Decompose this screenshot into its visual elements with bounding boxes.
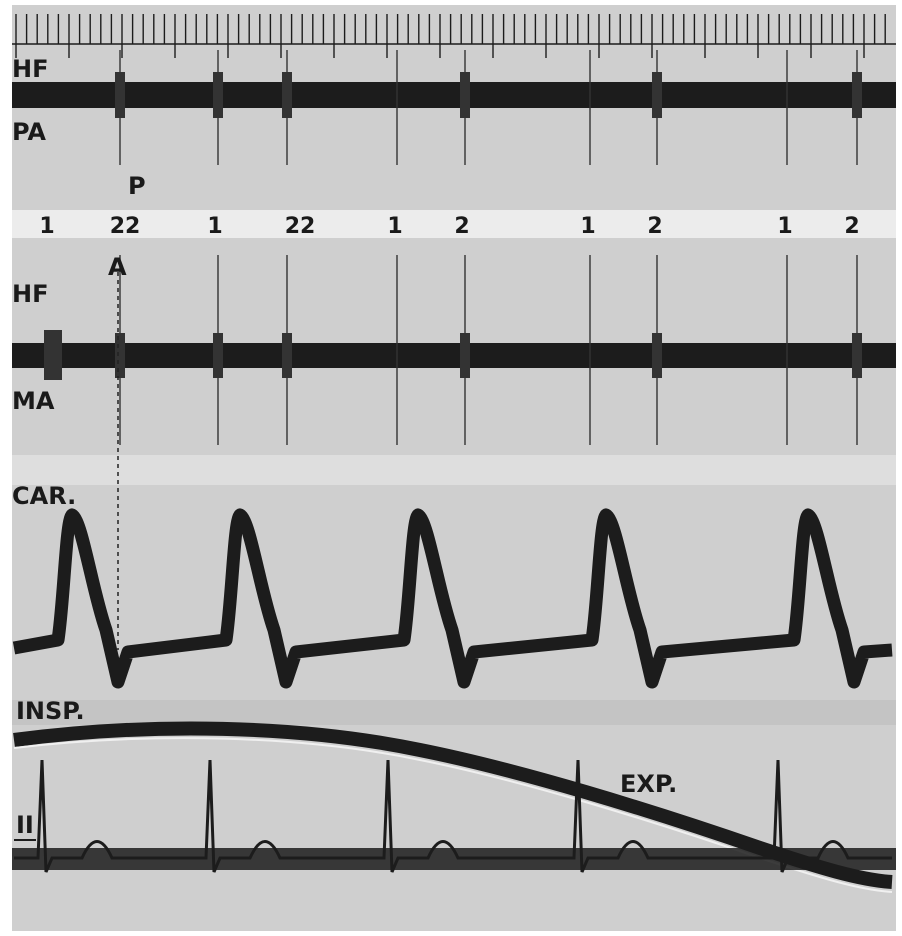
sound-marker: 2 [647, 214, 662, 239]
sound-burst [852, 72, 862, 118]
sound-marker: 22 [285, 214, 316, 239]
sound-burst [44, 330, 62, 380]
respiration-edge [13, 737, 893, 893]
sound-burst [460, 333, 470, 378]
sound-band [12, 343, 896, 368]
sound-burst [852, 333, 862, 378]
track-label: HF [12, 55, 48, 83]
marker-strip [12, 210, 896, 238]
separator-strip [12, 700, 896, 725]
track-label: EXP. [620, 770, 677, 798]
sound-marker: 1 [777, 214, 792, 239]
track-label: INSP. [16, 697, 85, 725]
track-label: II [16, 811, 34, 839]
sound-marker: 2 [454, 214, 469, 239]
sound-markers: 1 22 1 22 1 2 1 2 1 2 [39, 214, 859, 239]
sound-burst [282, 72, 292, 118]
sound-burst [652, 72, 662, 118]
sound-burst [115, 72, 125, 118]
event-label: P [128, 172, 146, 200]
sound-marker: 22 [110, 214, 141, 239]
sound-marker: 2 [844, 214, 859, 239]
separator-strip [12, 455, 896, 485]
sound-burst [282, 333, 292, 378]
sound-marker: 1 [207, 214, 222, 239]
ecg-band [12, 848, 896, 870]
sound-burst [213, 72, 223, 118]
sound-burst [460, 72, 470, 118]
sound-marker: 1 [387, 214, 402, 239]
sound-burst [652, 333, 662, 378]
track-label: HF [12, 280, 48, 308]
traces [12, 14, 896, 893]
sound-marker: 1 [580, 214, 595, 239]
sound-burst [115, 333, 125, 378]
track-label: CAR. [12, 482, 76, 510]
sound-burst [213, 333, 223, 378]
track-label: MA [12, 387, 55, 415]
event-label: A [108, 253, 127, 281]
track-label: PA [12, 118, 46, 146]
sound-band [12, 82, 896, 108]
sound-marker: 1 [39, 214, 54, 239]
carotid-trace [12, 508, 893, 689]
